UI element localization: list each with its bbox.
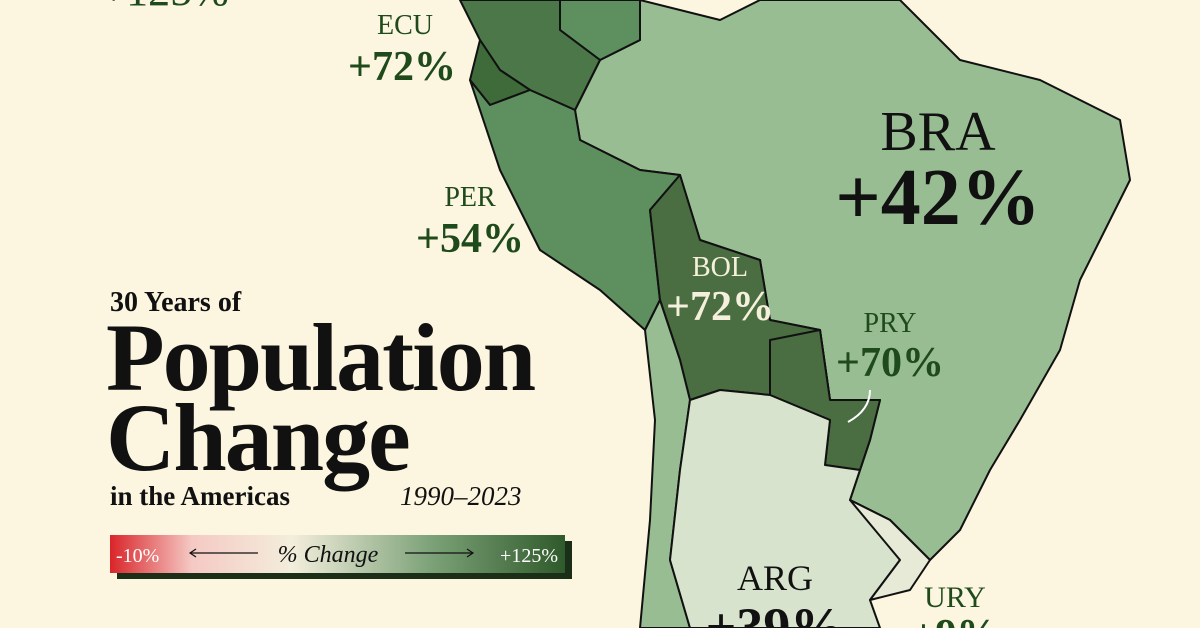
region-value: +72%: [348, 44, 456, 90]
region-value: +125%: [101, 0, 228, 15]
region-code: ECU: [377, 10, 433, 41]
uruguay: [849, 499, 931, 601]
legend-arrow-head: [466, 548, 475, 558]
region-value: +42%: [835, 154, 1041, 242]
legend-label: % Change: [278, 542, 379, 568]
legend-bar: [110, 535, 565, 573]
legend-min: -10%: [116, 545, 159, 567]
title-line: Change: [106, 384, 409, 491]
period: 1990–2023: [400, 481, 522, 511]
region-value: +39%: [706, 597, 845, 628]
region-value: +54%: [416, 216, 524, 262]
region-code: BOL: [692, 252, 748, 283]
region-code: PER: [444, 182, 496, 213]
region-value: +70%: [836, 340, 944, 386]
subtitle: in the Americas: [110, 481, 290, 511]
region-code: PRY: [864, 308, 917, 339]
region-value: +9%: [912, 612, 999, 628]
pointer-arrow: [847, 389, 871, 423]
region-code: BRA: [880, 101, 996, 163]
legend-max: +125%: [500, 545, 558, 567]
region-code: URY: [924, 581, 986, 614]
title-line: Population: [106, 304, 535, 411]
region-code: ARG: [737, 558, 813, 598]
title-kicker: 30 Years of: [110, 287, 242, 318]
region-value: +72%: [666, 284, 774, 330]
legend-arrow-head: [188, 548, 197, 558]
